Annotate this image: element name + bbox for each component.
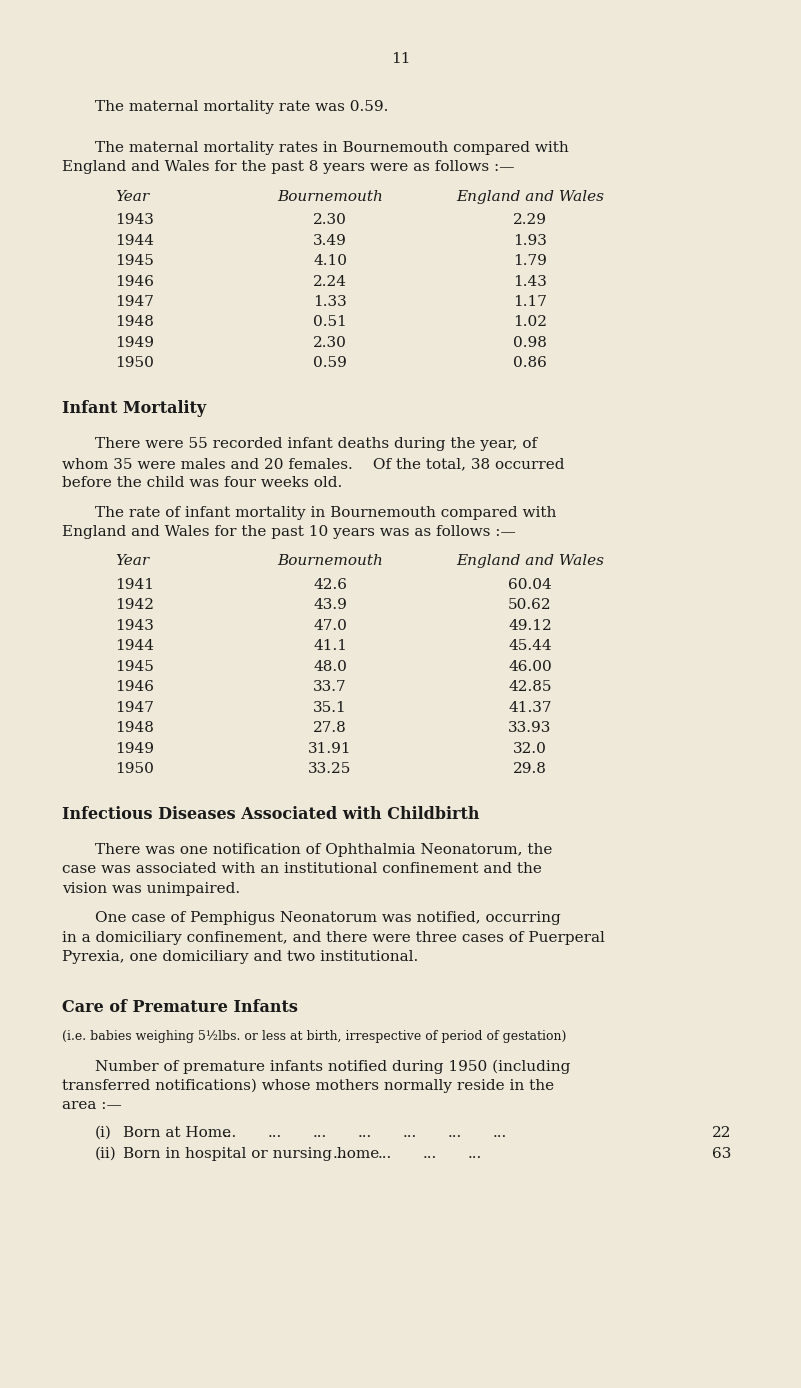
Text: Infectious Diseases Associated with Childbirth: Infectious Diseases Associated with Chil… — [62, 806, 480, 823]
Text: 43.9: 43.9 — [313, 598, 347, 612]
Text: 1.43: 1.43 — [513, 275, 547, 289]
Text: England and Wales: England and Wales — [456, 190, 604, 204]
Text: Born in hospital or nursing home: Born in hospital or nursing home — [123, 1146, 379, 1162]
Text: 49.12: 49.12 — [508, 619, 552, 633]
Text: Care of Premature Infants: Care of Premature Infants — [62, 999, 298, 1016]
Text: 0.86: 0.86 — [513, 357, 547, 371]
Text: Number of premature infants notified during 1950 (including: Number of premature infants notified dur… — [95, 1059, 570, 1074]
Text: ...: ... — [268, 1126, 282, 1140]
Text: 33.25: 33.25 — [308, 762, 352, 776]
Text: 1950: 1950 — [115, 762, 154, 776]
Text: 1946: 1946 — [115, 680, 154, 694]
Text: 60.04: 60.04 — [508, 577, 552, 591]
Text: 1947: 1947 — [115, 701, 154, 715]
Text: 1944: 1944 — [115, 233, 154, 247]
Text: 1949: 1949 — [115, 741, 154, 755]
Text: The maternal mortality rate was 0.59.: The maternal mortality rate was 0.59. — [95, 100, 388, 114]
Text: 42.85: 42.85 — [509, 680, 552, 694]
Text: 63: 63 — [711, 1146, 731, 1162]
Text: There was one notification of Ophthalmia Neonatorum, the: There was one notification of Ophthalmia… — [95, 843, 553, 856]
Text: (i.e. babies weighing 5½lbs. or less at birth, irrespective of period of gestati: (i.e. babies weighing 5½lbs. or less at … — [62, 1030, 566, 1044]
Text: ...: ... — [403, 1126, 417, 1140]
Text: Bournemouth: Bournemouth — [277, 190, 383, 204]
Text: 2.24: 2.24 — [313, 275, 347, 289]
Text: Year: Year — [115, 554, 149, 568]
Text: 35.1: 35.1 — [313, 701, 347, 715]
Text: ...: ... — [423, 1146, 437, 1162]
Text: Bournemouth: Bournemouth — [277, 554, 383, 568]
Text: ...: ... — [333, 1146, 348, 1162]
Text: 1947: 1947 — [115, 296, 154, 310]
Text: 2.30: 2.30 — [313, 214, 347, 228]
Text: 50.62: 50.62 — [508, 598, 552, 612]
Text: area :—: area :— — [62, 1098, 122, 1112]
Text: 2.29: 2.29 — [513, 214, 547, 228]
Text: 0.98: 0.98 — [513, 336, 547, 350]
Text: ...: ... — [468, 1146, 482, 1162]
Text: before the child was four weeks old.: before the child was four weeks old. — [62, 476, 342, 490]
Text: Born at Home: Born at Home — [123, 1126, 231, 1140]
Text: ...: ... — [493, 1126, 507, 1140]
Text: 1.33: 1.33 — [313, 296, 347, 310]
Text: Pyrexia, one domiciliary and two institutional.: Pyrexia, one domiciliary and two institu… — [62, 951, 418, 965]
Text: 1948: 1948 — [115, 315, 154, 329]
Text: England and Wales: England and Wales — [456, 554, 604, 568]
Text: whom 35 were males and 20 females.  Of the total, 38 occurred: whom 35 were males and 20 females. Of th… — [62, 457, 565, 471]
Text: 32.0: 32.0 — [513, 741, 547, 755]
Text: Infant Mortality: Infant Mortality — [62, 400, 206, 418]
Text: 33.93: 33.93 — [509, 722, 552, 736]
Text: ...: ... — [358, 1126, 372, 1140]
Text: England and Wales for the past 10 years was as follows :—: England and Wales for the past 10 years … — [62, 525, 516, 539]
Text: ...: ... — [313, 1126, 328, 1140]
Text: 1941: 1941 — [115, 577, 154, 591]
Text: ...: ... — [223, 1126, 237, 1140]
Text: 47.0: 47.0 — [313, 619, 347, 633]
Text: 1943: 1943 — [115, 214, 154, 228]
Text: 4.10: 4.10 — [313, 254, 347, 268]
Text: 31.91: 31.91 — [308, 741, 352, 755]
Text: (i): (i) — [95, 1126, 112, 1140]
Text: 1946: 1946 — [115, 275, 154, 289]
Text: Year: Year — [115, 190, 149, 204]
Text: 1945: 1945 — [115, 254, 154, 268]
Text: 1945: 1945 — [115, 659, 154, 673]
Text: 0.59: 0.59 — [313, 357, 347, 371]
Text: 29.8: 29.8 — [513, 762, 547, 776]
Text: The rate of infant mortality in Bournemouth compared with: The rate of infant mortality in Bournemo… — [95, 505, 557, 519]
Text: 41.1: 41.1 — [313, 640, 347, 654]
Text: 11: 11 — [391, 51, 410, 67]
Text: 1949: 1949 — [115, 336, 154, 350]
Text: transferred notifications) whose mothers normally reside in the: transferred notifications) whose mothers… — [62, 1078, 554, 1094]
Text: ...: ... — [448, 1126, 462, 1140]
Text: 27.8: 27.8 — [313, 722, 347, 736]
Text: 45.44: 45.44 — [508, 640, 552, 654]
Text: 48.0: 48.0 — [313, 659, 347, 673]
Text: 1944: 1944 — [115, 640, 154, 654]
Text: 42.6: 42.6 — [313, 577, 347, 591]
Text: 1.17: 1.17 — [513, 296, 547, 310]
Text: There were 55 recorded infant deaths during the year, of: There were 55 recorded infant deaths dur… — [95, 437, 537, 451]
Text: case was associated with an institutional confinement and the: case was associated with an institutiona… — [62, 862, 541, 876]
Text: 1.93: 1.93 — [513, 233, 547, 247]
Text: 1.02: 1.02 — [513, 315, 547, 329]
Text: 2.30: 2.30 — [313, 336, 347, 350]
Text: vision was unimpaired.: vision was unimpaired. — [62, 881, 240, 895]
Text: 1948: 1948 — [115, 722, 154, 736]
Text: ...: ... — [378, 1146, 392, 1162]
Text: The maternal mortality rates in Bournemouth compared with: The maternal mortality rates in Bournemo… — [95, 142, 569, 155]
Text: 33.7: 33.7 — [313, 680, 347, 694]
Text: 22: 22 — [711, 1126, 731, 1140]
Text: in a domiciliary confinement, and there were three cases of Puerperal: in a domiciliary confinement, and there … — [62, 931, 605, 945]
Text: One case of Pemphigus Neonatorum was notified, occurring: One case of Pemphigus Neonatorum was not… — [95, 911, 561, 926]
Text: 1.79: 1.79 — [513, 254, 547, 268]
Text: 46.00: 46.00 — [508, 659, 552, 673]
Text: 1943: 1943 — [115, 619, 154, 633]
Text: 0.51: 0.51 — [313, 315, 347, 329]
Text: 1942: 1942 — [115, 598, 154, 612]
Text: 41.37: 41.37 — [509, 701, 552, 715]
Text: England and Wales for the past 8 years were as follows :—: England and Wales for the past 8 years w… — [62, 161, 514, 175]
Text: (ii): (ii) — [95, 1146, 117, 1162]
Text: 1950: 1950 — [115, 357, 154, 371]
Text: 3.49: 3.49 — [313, 233, 347, 247]
